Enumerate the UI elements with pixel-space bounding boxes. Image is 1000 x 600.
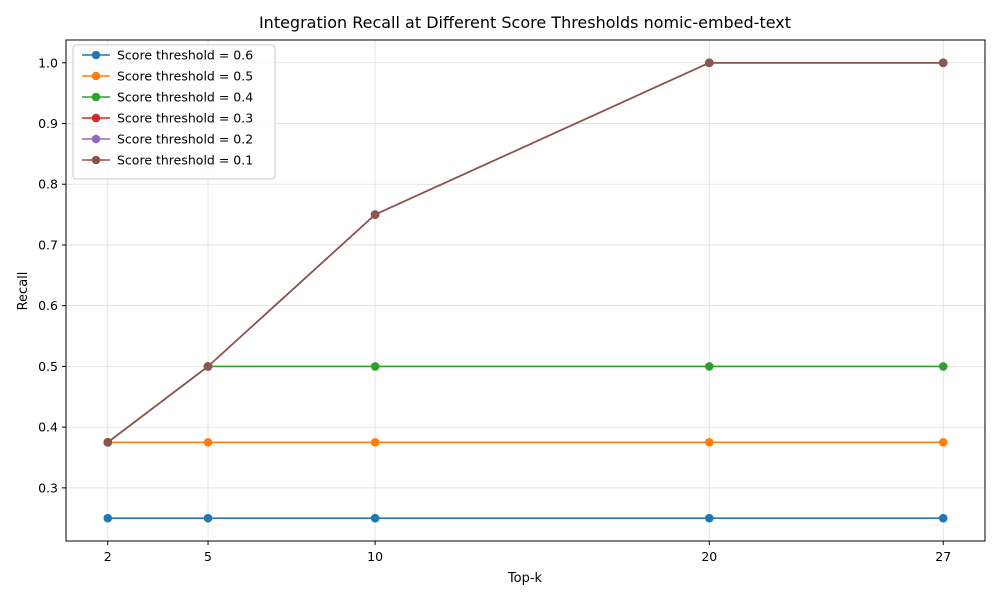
x-tick-label: 2 bbox=[104, 549, 112, 564]
y-axis-label: Recall bbox=[16, 272, 31, 311]
legend-box bbox=[72, 44, 276, 180]
y-tick-label: 0.5 bbox=[38, 359, 58, 374]
data-point bbox=[938, 58, 948, 68]
data-point bbox=[705, 362, 714, 371]
data-point bbox=[103, 513, 113, 523]
data-point bbox=[705, 513, 714, 523]
data-point bbox=[370, 210, 380, 219]
legend-marker bbox=[91, 71, 101, 81]
legend: Score threshold = 0.6 Score threshold = 0… bbox=[72, 44, 276, 180]
data-point bbox=[103, 438, 113, 447]
x-tick-label: 10 bbox=[367, 549, 383, 564]
legend-item: Score threshold = 0.3 bbox=[82, 111, 253, 126]
y-tick-label: 0.3 bbox=[38, 480, 58, 495]
legend-item: Score threshold = 0.6 bbox=[82, 48, 253, 63]
legend-label: Score threshold = 0.4 bbox=[117, 90, 253, 105]
y-axis: 0.3 0.4 0.5 0.6 0.7 0.8 0.9 1.0 bbox=[38, 55, 66, 495]
series bbox=[103, 438, 948, 447]
y-tick-label: 1.0 bbox=[38, 55, 58, 70]
data-point bbox=[203, 513, 213, 523]
y-tick-label: 0.8 bbox=[38, 177, 58, 192]
y-tick-label: 0.4 bbox=[38, 420, 58, 435]
legend-item: Score threshold = 0.5 bbox=[82, 69, 253, 84]
legend-label: Score threshold = 0.1 bbox=[117, 153, 253, 168]
x-axis-label: Top-k bbox=[507, 571, 543, 586]
data-point bbox=[938, 513, 948, 523]
legend-item: Score threshold = 0.4 bbox=[82, 90, 253, 105]
series bbox=[103, 58, 948, 447]
y-tick-label: 0.6 bbox=[38, 298, 58, 313]
legend-marker bbox=[91, 134, 101, 144]
x-tick-label: 27 bbox=[935, 549, 951, 564]
legend-marker bbox=[91, 113, 101, 123]
y-tick-label: 0.9 bbox=[38, 116, 58, 131]
legend-label: Score threshold = 0.6 bbox=[117, 48, 253, 63]
data-point bbox=[705, 58, 714, 68]
legend-marker bbox=[91, 155, 101, 165]
data-point bbox=[938, 438, 948, 447]
legend-label: Score threshold = 0.5 bbox=[117, 69, 253, 84]
x-axis: 2 5 10 20 27 bbox=[104, 541, 951, 564]
data-point bbox=[370, 513, 380, 523]
data-point bbox=[203, 362, 213, 371]
legend-item: Score threshold = 0.2 bbox=[82, 132, 253, 147]
series bbox=[103, 513, 948, 523]
chart-title: Integration Recall at Different Score Th… bbox=[259, 13, 791, 32]
x-tick-label: 20 bbox=[701, 549, 717, 564]
plot-frame bbox=[65, 39, 986, 542]
y-tick-label: 0.7 bbox=[38, 237, 58, 252]
legend-item: Score threshold = 0.1 bbox=[82, 153, 253, 168]
legend-label: Score threshold = 0.2 bbox=[117, 132, 253, 147]
legend-marker bbox=[91, 50, 101, 60]
x-tick-label: 5 bbox=[204, 549, 212, 564]
data-point bbox=[370, 438, 380, 447]
legend-label: Score threshold = 0.3 bbox=[117, 111, 253, 126]
data-point bbox=[705, 438, 714, 447]
data-point bbox=[938, 362, 948, 371]
data-point bbox=[370, 362, 380, 371]
series-group bbox=[103, 58, 948, 523]
data-point bbox=[203, 438, 213, 447]
legend-marker bbox=[91, 92, 101, 102]
